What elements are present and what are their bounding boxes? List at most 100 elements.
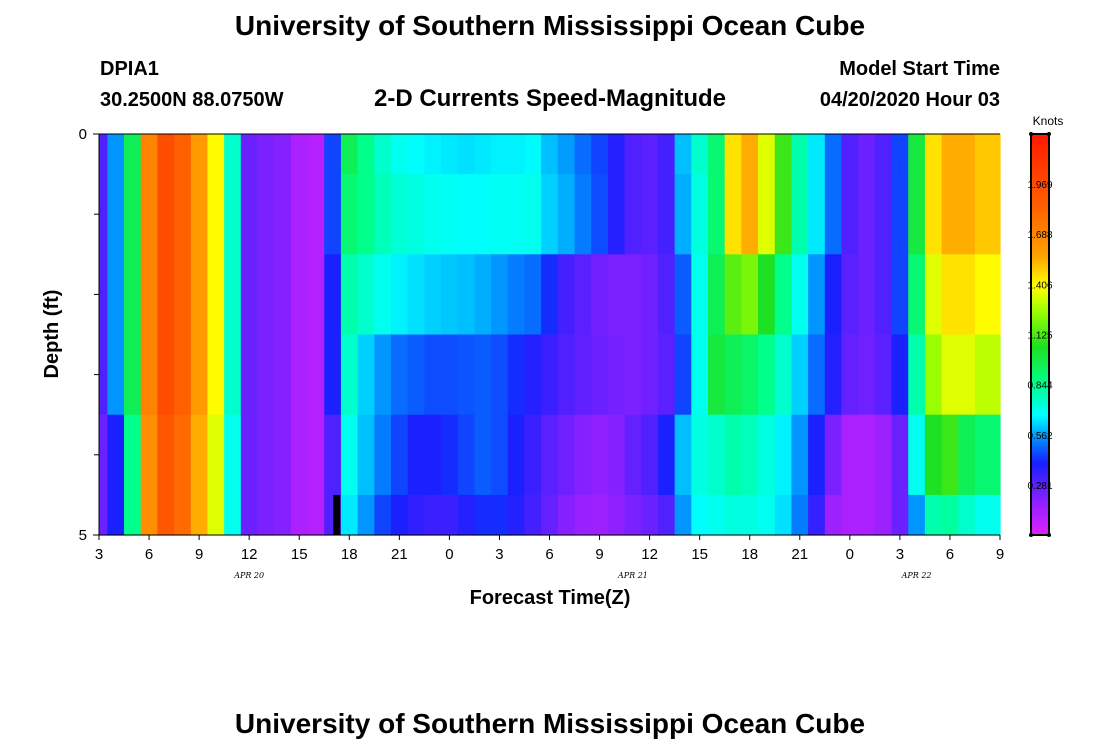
heatmap-cell — [207, 414, 225, 496]
station-coords: 30.2500N 88.0750W — [100, 89, 284, 111]
date-label: APR 20 — [233, 571, 264, 580]
heatmap-cell — [340, 254, 359, 336]
heatmap-cell — [340, 134, 359, 175]
heatmap-cell — [824, 174, 843, 255]
heatmap-cell — [140, 254, 158, 336]
x-tick-label: 6 — [545, 546, 553, 563]
heatmap-cell — [808, 414, 826, 496]
heatmap-cell — [691, 414, 709, 496]
heatmap-cell — [240, 334, 259, 416]
bottom-title: University of Southern Mississippi Ocean… — [235, 708, 865, 739]
heatmap-cell — [207, 334, 225, 416]
heatmap-cell — [641, 334, 659, 416]
heatmap-cell — [724, 414, 742, 496]
heatmap-cell — [858, 494, 876, 536]
heatmap-cell — [124, 254, 142, 336]
heatmap-cell — [708, 254, 726, 336]
heatmap-cell — [257, 334, 275, 416]
heatmap-cell — [407, 174, 425, 255]
heatmap-cell — [607, 414, 626, 496]
station-id: DPIA1 — [100, 58, 159, 80]
heatmap-cell — [941, 334, 959, 416]
heatmap-cell — [124, 134, 142, 175]
heatmap-cell — [541, 334, 559, 416]
heatmap-cell — [858, 134, 876, 175]
heatmap-cell — [791, 334, 809, 416]
heatmap-cell — [524, 494, 542, 536]
heatmap-cell — [274, 494, 292, 536]
heatmap-cell — [541, 134, 559, 175]
heatmap-cell — [107, 174, 125, 255]
x-tick-label: 15 — [291, 546, 308, 563]
heatmap-cell — [157, 254, 175, 336]
axes-layer: 3 6 9 12 15 18 21 0 3 6 9 12 15 18 21 0 3 6 9 APR 20 APR 21 A… — [79, 126, 1005, 580]
heatmap-cell — [941, 254, 959, 336]
heatmap-cell — [491, 334, 509, 416]
heatmap-cell — [324, 254, 342, 336]
heatmap-cell — [591, 334, 609, 416]
heatmap-cell — [874, 254, 893, 336]
heatmap-cell — [591, 254, 609, 336]
heatmap-cell — [357, 414, 375, 496]
heatmap-cell — [958, 494, 976, 536]
heatmap-cell — [524, 334, 542, 416]
heatmap-cell — [924, 134, 943, 175]
heatmap-cell — [641, 254, 659, 336]
heatmap-cell — [741, 414, 759, 496]
heatmap-cell — [407, 254, 425, 336]
heatmap-cell — [708, 414, 726, 496]
heatmap-cell — [724, 134, 742, 175]
heatmap-cell — [941, 134, 959, 175]
heatmap-cell — [257, 414, 275, 496]
heatmap-cell — [591, 134, 609, 175]
heatmap-cell — [557, 174, 576, 255]
heatmap-cell — [474, 414, 492, 496]
heatmap-cell — [557, 254, 576, 336]
heatmap-cell — [574, 334, 592, 416]
heatmap-cell — [958, 414, 976, 496]
heatmap-cell — [307, 254, 325, 336]
heatmap-cell — [340, 174, 359, 255]
heatmap-cell — [107, 414, 125, 496]
heatmap-cell — [708, 334, 726, 416]
heatmap-cell — [190, 494, 209, 536]
heatmap-cell — [674, 494, 692, 536]
heatmap-cell — [824, 254, 843, 336]
heatmap-cell — [908, 334, 926, 416]
heatmap-cell — [407, 334, 425, 416]
heatmap-cell — [240, 174, 259, 255]
heatmap-cell — [908, 134, 926, 175]
heatmap-cell — [99, 334, 108, 416]
heatmap-cell — [107, 494, 125, 536]
heatmap-cell — [591, 174, 609, 255]
heatmap-cell — [190, 334, 209, 416]
heatmap-cell — [224, 174, 242, 255]
heatmap-cell — [257, 494, 275, 536]
heatmap-cell — [924, 334, 943, 416]
heatmap-cell — [557, 494, 576, 536]
heatmap-cell — [290, 174, 309, 255]
heatmap-cell — [374, 414, 392, 496]
heatmap-cell — [107, 134, 125, 175]
heatmap-cell — [891, 334, 909, 416]
heatmap-cell — [657, 494, 676, 536]
colorbar-tick-label: 1.406 — [1027, 280, 1052, 291]
heatmap-cell — [290, 334, 309, 416]
heatmap-cell — [457, 334, 476, 416]
date-label: APR 22 — [901, 571, 932, 580]
heatmap-cell — [457, 254, 476, 336]
heatmap-cell — [190, 414, 209, 496]
heatmap-cell — [374, 174, 392, 255]
heatmap-cell — [441, 174, 459, 255]
heatmap-cell — [524, 174, 542, 255]
heatmap-cell — [541, 414, 559, 496]
colorbar-tick-label: 0.281 — [1027, 481, 1052, 492]
colorbar-tick-label: 1.125 — [1027, 331, 1052, 342]
colorbar-corner — [1029, 533, 1033, 537]
heatmap-cell — [157, 334, 175, 416]
heatmap-cell — [908, 174, 926, 255]
x-axis-label: Forecast Time(Z) — [470, 587, 631, 609]
heatmap-cell — [441, 494, 459, 536]
heatmap-cell — [390, 494, 409, 536]
